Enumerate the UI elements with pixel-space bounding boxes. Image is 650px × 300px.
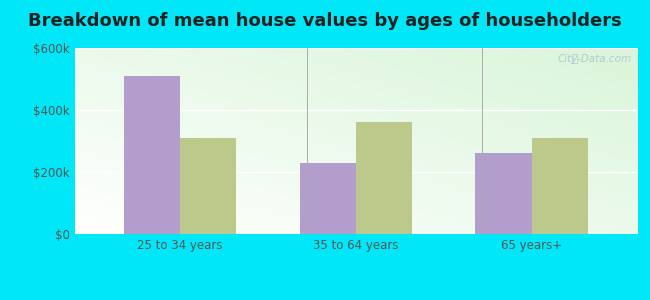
Text: Breakdown of mean house values by ages of householders: Breakdown of mean house values by ages o… bbox=[28, 12, 622, 30]
Bar bbox=[300, 163, 356, 234]
Text: City-Data.com: City-Data.com bbox=[557, 54, 631, 64]
Bar bbox=[475, 153, 532, 234]
Bar bbox=[124, 76, 180, 234]
Bar bbox=[356, 122, 412, 234]
Bar bbox=[180, 138, 237, 234]
Bar bbox=[532, 138, 588, 234]
Text: ⓘ: ⓘ bbox=[571, 54, 578, 64]
